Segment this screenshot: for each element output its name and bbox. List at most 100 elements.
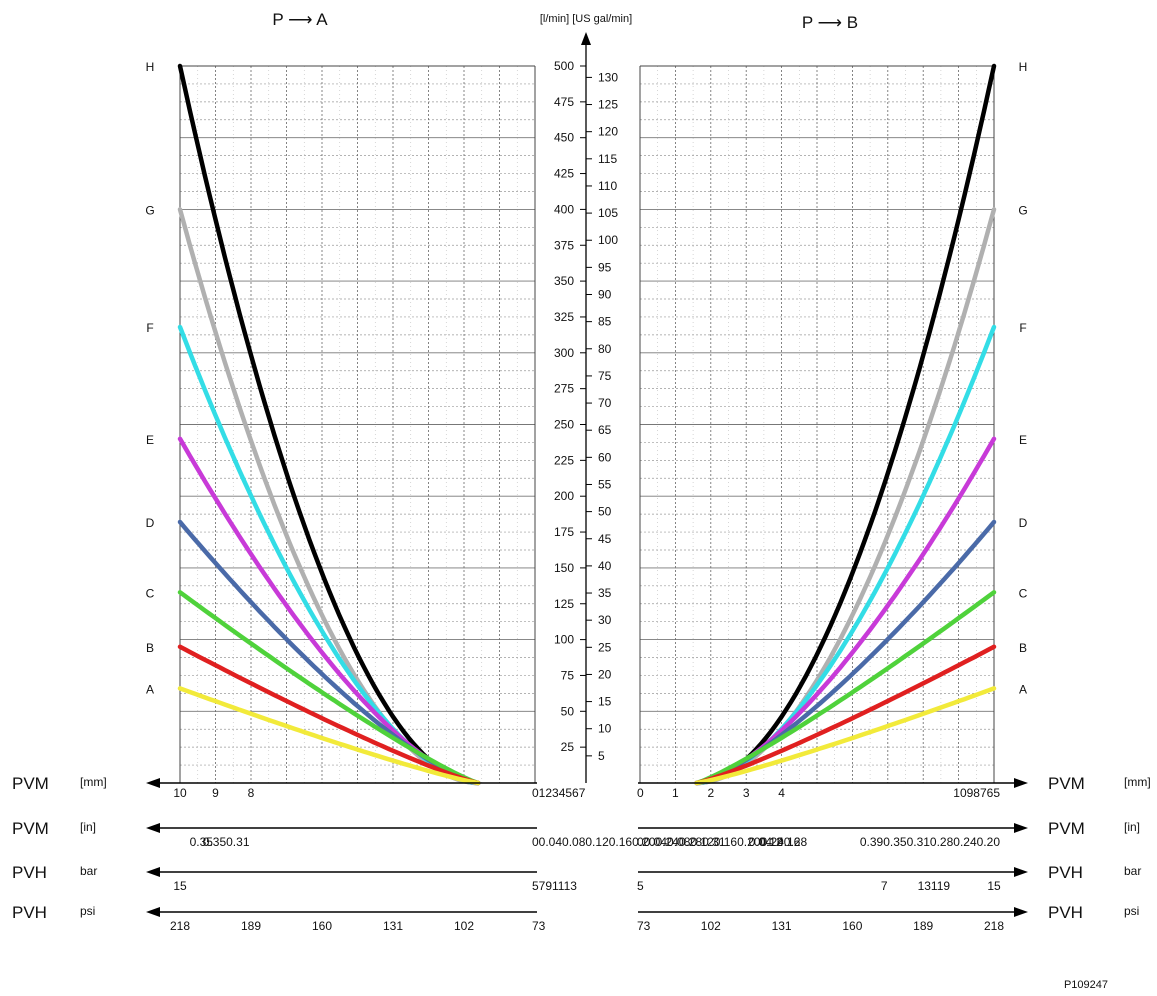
lmin-tick-label: 400	[554, 202, 574, 216]
left-tick-pvm_mm: 9	[212, 786, 219, 800]
lmin-tick-label: 325	[554, 310, 574, 324]
right-tick-pvm_in: 00.040.080.120.160.200.240.28	[637, 835, 807, 849]
left-axis-name-pvh_psi: PVH	[12, 903, 47, 922]
gal-tick-label: 70	[598, 396, 612, 410]
lmin-tick-label: 225	[554, 453, 574, 467]
left-axis-name-pvm_mm: PVM	[12, 774, 49, 793]
left-arrow-pvm_in	[146, 823, 160, 833]
right-tick-pvh_bar: 5	[637, 879, 644, 893]
curve-C	[694, 590, 997, 786]
gal-tick-label: 60	[598, 450, 612, 464]
lmin-tick-label: 175	[554, 525, 574, 539]
left-tick-pvh_psi: 102	[454, 919, 474, 933]
curve-F	[177, 324, 481, 786]
labels: P ⟶ A P ⟶ B H G F E D C B A H G F E D C B A P109247	[145, 10, 1108, 991]
gal-tick-label: 10	[598, 722, 612, 736]
right-arrow-pvm_in	[1014, 823, 1028, 833]
right-tick-pvm_in: 0.04	[749, 835, 773, 849]
right-curve-label-A: A	[1019, 682, 1027, 696]
left-curve-label-G: G	[145, 203, 154, 217]
gal-tick-label: 25	[598, 640, 612, 654]
right-curve-label-C: C	[1019, 586, 1028, 600]
left-curve-label-A: A	[146, 682, 154, 696]
lmin-tick-label: 75	[561, 668, 575, 682]
left-tick-pvm_mm: 8	[248, 786, 255, 800]
gal-tick-label: 85	[598, 315, 612, 329]
panel-title-right: P ⟶ B	[802, 13, 858, 32]
gal-tick-label: 120	[598, 125, 618, 139]
right-tick-pvh_psi: 218	[984, 919, 1004, 933]
gal-tick-label: 75	[598, 369, 612, 383]
curve-B	[177, 644, 481, 786]
lmin-tick-label: 200	[554, 489, 574, 503]
right-axis-name-pvm_in: PVM	[1048, 819, 1085, 838]
left-axis-name-pvm_in: PVM	[12, 819, 49, 838]
gal-tick-label: 15	[598, 695, 612, 709]
right-tick-pvm_mm: 3	[743, 786, 750, 800]
left-axis-unit-pvh_bar: bar	[80, 864, 97, 878]
gal-tick-label: 30	[598, 613, 612, 627]
right-curve-label-G: G	[1018, 203, 1027, 217]
gal-tick-label: 50	[598, 505, 612, 519]
right-tick-pvh_psi: 73	[637, 919, 651, 933]
right-tick-pvh_psi: 160	[842, 919, 862, 933]
lmin-tick-label: 150	[554, 561, 574, 575]
left-tick-pvh_bar: 15	[173, 879, 187, 893]
right-arrow-pvh_bar	[1014, 867, 1028, 877]
left-axis-name-pvh_bar: PVH	[12, 863, 47, 882]
left-curve-label-B: B	[146, 641, 154, 655]
lmin-tick-label: 350	[554, 274, 574, 288]
gal-tick-label: 40	[598, 559, 612, 573]
left-tick-pvh_psi: 189	[241, 919, 261, 933]
figure-id: P109247	[1064, 979, 1108, 991]
gal-tick-label: 105	[598, 206, 618, 220]
right-axis-unit-pvh_psi: psi	[1124, 904, 1139, 918]
right-tick-pvm_in: 0.390.350.310.280.240.20	[860, 835, 1000, 849]
center-flow-axis: [l/min] [US gal/min] 500 475 450 425 400 375 35…	[540, 13, 632, 783]
gal-tick-label: 115	[598, 152, 617, 166]
right-tick-pvm_mm: 1	[672, 786, 679, 800]
right-axis-name-pvh_psi: PVH	[1048, 903, 1083, 922]
right-arrow-pvm_mm	[1014, 778, 1028, 788]
left-tick-pvh_psi: 160	[312, 919, 332, 933]
left-curve-label-D: D	[146, 516, 155, 530]
right-tick-pvh_psi: 131	[772, 919, 792, 933]
right-curve-label-E: E	[1019, 433, 1027, 447]
curve-A	[694, 686, 997, 786]
lmin-tick-label: 250	[554, 418, 574, 432]
lmin-tick-label: 425	[554, 167, 574, 181]
flow-axis-arrow	[581, 32, 591, 45]
curve-E	[177, 436, 481, 786]
right-tick-pvm_in: 0.12	[759, 835, 783, 849]
left-curve-label-H: H	[146, 60, 155, 74]
left-axis-unit-pvm_mm: [mm]	[80, 775, 107, 789]
gal-tick-label: 45	[598, 532, 612, 546]
left-curve-label-E: E	[146, 433, 154, 447]
right-axis-unit-pvm_mm: [mm]	[1124, 775, 1151, 789]
lmin-tick-label: 375	[554, 238, 574, 252]
gal-tick-label: 35	[598, 586, 612, 600]
right-axis-unit-pvh_bar: bar	[1124, 864, 1141, 878]
right-curve-label-B: B	[1019, 641, 1027, 655]
left-arrow-pvm_mm	[146, 778, 160, 788]
gal-tick-label: 95	[598, 260, 612, 274]
curve-B	[694, 644, 997, 786]
gal-tick-label: 20	[598, 667, 612, 681]
left-tick-pvh_psi: 218	[170, 919, 190, 933]
curves-right	[694, 63, 997, 786]
left-arrow-pvh_psi	[146, 907, 160, 917]
lmin-tick-label: 125	[554, 597, 574, 611]
gal-tick-label: 125	[598, 98, 618, 112]
gal-tick-label: 130	[598, 70, 618, 84]
right-curve-label-F: F	[1019, 321, 1026, 335]
gal-tick-label: 65	[598, 423, 612, 437]
right-tick-pvh_psi: 102	[701, 919, 721, 933]
curve-E	[694, 436, 997, 786]
lmin-tick-label: 100	[554, 633, 574, 647]
right-tick-pvh_bar: 7	[881, 879, 888, 893]
curves-left	[177, 63, 481, 786]
gal-tick-label: 90	[598, 288, 612, 302]
right-tick-pvm_mm: 4	[778, 786, 785, 800]
right-tick-pvm_mm: 2	[707, 786, 714, 800]
lmin-tick-label: 275	[554, 382, 574, 396]
